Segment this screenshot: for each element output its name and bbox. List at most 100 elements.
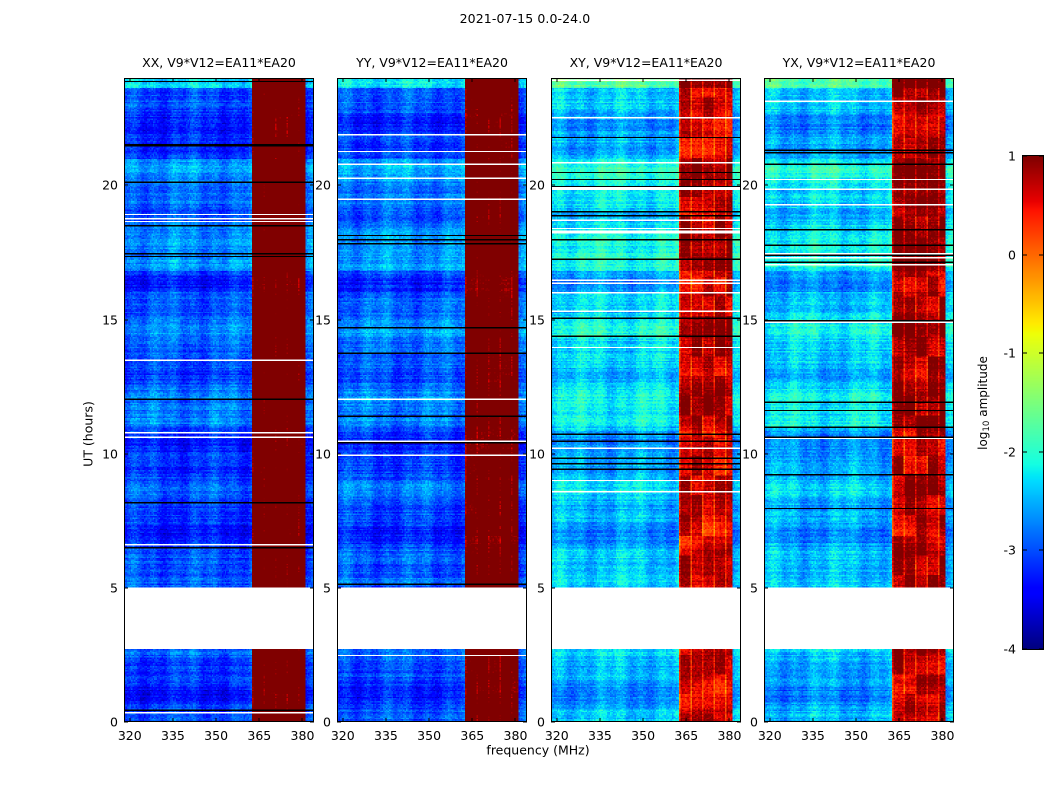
x-tick-mark — [342, 718, 344, 722]
x-tick-label: 335 — [374, 728, 398, 743]
y-tick-mark — [337, 587, 341, 589]
x-tick-label: 350 — [631, 728, 656, 743]
colorbar-tick-mark — [1023, 451, 1027, 453]
y-tick-label: 20 — [529, 177, 545, 193]
colorbar-tick-mark — [1023, 352, 1027, 354]
x-tick-mark — [428, 78, 430, 82]
x-tick-mark — [685, 78, 687, 82]
x-tick-mark — [385, 718, 387, 722]
x-tick-mark — [215, 78, 217, 82]
y-tick-mark — [764, 319, 768, 320]
y-tick-mark — [337, 319, 341, 320]
x-tick-mark — [385, 78, 387, 82]
x-tick-label: 320 — [544, 728, 569, 743]
y-tick-label: 0 — [537, 714, 545, 730]
y-tick-label: 10 — [102, 446, 118, 462]
x-tick-label: 320 — [330, 728, 355, 743]
y-tick-label: 20 — [315, 177, 331, 193]
colorbar-tick-label: -2 — [1003, 444, 1016, 460]
x-tick-mark — [728, 78, 730, 82]
colorbar[interactable]: -4 -3 -2 -1 0 1 — [1004, 149, 1044, 657]
y-tick-label: 5 — [537, 580, 545, 596]
y-tick-mark — [950, 587, 954, 589]
y-tick-mark — [310, 319, 314, 320]
x-tick-mark — [428, 718, 430, 722]
y-tick-mark — [737, 721, 741, 723]
waterfall-panel-xy[interactable]: XY, V9*V12=EA11*EA20 0 5 10 15 20 320 335 350 365… — [529, 55, 741, 743]
x-tick-mark — [129, 78, 131, 82]
x-tick-label: 380 — [717, 728, 742, 743]
colorbar-label-sub: 10 — [982, 420, 993, 432]
x-tick-mark — [685, 718, 687, 722]
waterfall-panel-xx[interactable]: XX, V9*V12=EA11*EA20 0 5 10 15 20 320 335 350 365… — [102, 55, 314, 743]
y-tick-mark — [950, 721, 954, 723]
y-tick-mark — [551, 319, 555, 320]
colorbar-tick-mark — [1039, 254, 1043, 256]
waterfall-image — [551, 78, 741, 722]
x-tick-label: 365 — [674, 728, 699, 743]
x-tick-mark — [812, 78, 814, 82]
y-tick-mark — [551, 587, 555, 589]
x-tick-mark — [898, 78, 900, 82]
y-tick-mark — [950, 319, 954, 320]
x-tick-mark — [642, 78, 644, 82]
x-tick-label: 380 — [503, 728, 528, 743]
x-tick-label: 335 — [588, 728, 612, 743]
colorbar-tick-label: -3 — [1003, 542, 1016, 558]
waterfall-panel-yx[interactable]: YX, V9*V12=EA11*EA20 0 5 10 15 20 320 335 350 365… — [742, 55, 954, 743]
panel-title: YX, V9*V12=EA11*EA20 — [782, 55, 936, 70]
y-tick-mark — [551, 184, 555, 186]
y-tick-mark — [310, 721, 314, 723]
y-tick-mark — [950, 453, 954, 455]
y-tick-label: 5 — [750, 580, 758, 596]
y-tick-label: 10 — [529, 446, 545, 462]
waterfall-image — [764, 78, 954, 722]
x-tick-mark — [769, 78, 771, 82]
x-tick-mark — [129, 718, 131, 722]
x-tick-mark — [812, 718, 814, 722]
y-tick-mark — [337, 453, 341, 455]
x-tick-mark — [728, 718, 730, 722]
x-tick-mark — [855, 718, 857, 722]
y-tick-mark — [124, 184, 128, 186]
x-tick-mark — [769, 718, 771, 722]
x-tick-label: 350 — [204, 728, 229, 743]
x-tick-mark — [898, 718, 900, 722]
x-tick-mark — [514, 78, 516, 82]
y-tick-mark — [310, 587, 314, 589]
colorbar-tick-mark — [1039, 155, 1043, 157]
y-tick-mark — [124, 319, 128, 320]
x-tick-mark — [258, 718, 260, 722]
y-tick-label: 5 — [323, 580, 331, 596]
colorbar-tick-mark — [1039, 549, 1043, 551]
y-tick-mark — [764, 587, 768, 589]
y-tick-mark — [124, 721, 128, 723]
y-tick-mark — [124, 587, 128, 589]
waterfall-image — [337, 78, 527, 722]
x-tick-mark — [301, 718, 303, 722]
y-tick-mark — [523, 319, 527, 320]
y-tick-label: 15 — [742, 312, 758, 327]
waterfall-panel-yy[interactable]: YY, V9*V12=EA11*EA20 0 5 10 15 20 320 335 350 365… — [315, 55, 527, 743]
x-tick-label: 320 — [757, 728, 782, 743]
x-tick-mark — [941, 78, 943, 82]
x-tick-mark — [215, 718, 217, 722]
x-tick-mark — [342, 78, 344, 82]
panel-title: XX, V9*V12=EA11*EA20 — [142, 55, 296, 70]
y-tick-label: 15 — [102, 312, 118, 327]
colorbar-tick-label: -1 — [1003, 345, 1016, 361]
y-tick-mark — [337, 184, 341, 186]
x-tick-label: 365 — [247, 728, 272, 743]
colorbar-tick-mark — [1039, 648, 1043, 650]
x-tick-label: 365 — [460, 728, 485, 743]
y-tick-mark — [737, 587, 741, 589]
x-tick-mark — [471, 718, 473, 722]
colorbar-label-prefix: log — [975, 431, 990, 450]
colorbar-label-suffix: amplitude — [975, 356, 990, 421]
y-tick-mark — [764, 453, 768, 455]
y-tick-mark — [523, 587, 527, 589]
colorbar-tick-mark — [1023, 549, 1027, 551]
x-tick-label: 380 — [930, 728, 955, 743]
x-tick-mark — [855, 78, 857, 82]
x-tick-mark — [514, 718, 516, 722]
